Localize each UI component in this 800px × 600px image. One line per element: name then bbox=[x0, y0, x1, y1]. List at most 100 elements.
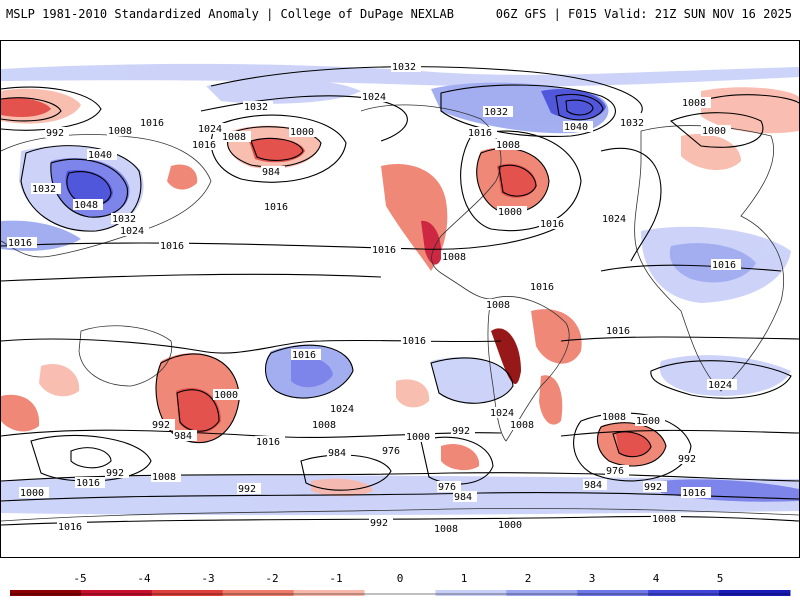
continent-outlines bbox=[1, 104, 799, 522]
isobar bbox=[565, 99, 594, 116]
anomaly-region bbox=[497, 163, 537, 198]
negative-anomaly-shading bbox=[1, 87, 799, 497]
isobar-label: 984 bbox=[174, 431, 192, 442]
anomaly-region bbox=[431, 357, 513, 404]
isobar-label: 1032 bbox=[112, 214, 136, 225]
isobar-label: 1024 bbox=[708, 380, 732, 391]
isobar-label: 1016 bbox=[712, 260, 736, 271]
colorbar-segment bbox=[577, 590, 614, 596]
isobar-label: 1016 bbox=[292, 350, 316, 361]
colorbar-svg bbox=[10, 590, 791, 596]
isobar-label: 984 bbox=[328, 448, 346, 459]
isobar bbox=[573, 412, 692, 482]
isobar-label: 984 bbox=[262, 167, 280, 178]
isobar-label: 1024 bbox=[120, 226, 144, 237]
colorbar-tick-label: -2 bbox=[265, 572, 279, 585]
colorbar-tick-label: 5 bbox=[716, 572, 724, 585]
isobar-label: 1008 bbox=[442, 252, 466, 263]
colorbar-tick-label: 1 bbox=[460, 572, 468, 585]
isobar-label: 1024 bbox=[362, 92, 386, 103]
isobar bbox=[555, 93, 604, 121]
colorbar-segment bbox=[222, 590, 259, 596]
colorbar-segment bbox=[506, 590, 543, 596]
isobar-label: 1008 bbox=[486, 300, 510, 311]
isobar-label: 1016 bbox=[606, 326, 630, 337]
isobar-label: 1032 bbox=[620, 118, 644, 129]
isobar bbox=[1, 472, 799, 482]
anomaly-region bbox=[291, 356, 333, 388]
australia-outline bbox=[78, 325, 173, 387]
europe-africa-outline bbox=[634, 125, 784, 392]
isobar-label: 992 bbox=[452, 426, 470, 437]
anomaly-region bbox=[541, 88, 606, 120]
anomaly-region bbox=[491, 328, 521, 384]
isobar-label: 1000 bbox=[702, 126, 726, 137]
anomaly-region bbox=[176, 387, 221, 433]
isobar-label: 1032 bbox=[392, 62, 416, 73]
colorbar-tick-label: 3 bbox=[588, 572, 596, 585]
south-america-outline bbox=[487, 296, 570, 442]
colorbar-segment bbox=[683, 590, 720, 596]
isobar bbox=[430, 357, 514, 404]
isobar-label: 1008 bbox=[602, 412, 626, 423]
isobar-label: 1000 bbox=[498, 207, 522, 218]
isobar bbox=[50, 158, 129, 218]
anomaly-region bbox=[39, 363, 80, 397]
isobar-label: 1008 bbox=[108, 126, 132, 137]
colorbar-segment bbox=[541, 590, 578, 596]
isobar bbox=[476, 147, 550, 214]
anomaly-region bbox=[1, 63, 799, 87]
colorbar-segment bbox=[80, 590, 117, 596]
isobar bbox=[1, 97, 62, 122]
colorbar-segment bbox=[116, 590, 153, 596]
colorbar-segment bbox=[151, 590, 188, 596]
isobar-label: 1016 bbox=[264, 202, 288, 213]
colorbar-segment bbox=[187, 590, 224, 596]
colorbar-tick-label: -1 bbox=[329, 572, 343, 585]
anomaly-region bbox=[311, 478, 373, 497]
colorbar-segment bbox=[612, 590, 649, 596]
isobar bbox=[30, 434, 152, 482]
isobar-label: 1008 bbox=[222, 132, 246, 143]
colorbar-tick-label: 0 bbox=[396, 572, 404, 585]
isobar bbox=[70, 447, 112, 469]
isobar bbox=[612, 431, 652, 458]
isobar-label: 984 bbox=[584, 480, 602, 491]
colorbar-segment bbox=[719, 590, 756, 596]
isobar-label: 1048 bbox=[74, 200, 98, 211]
colorbar-tick-label: -4 bbox=[137, 572, 151, 585]
anomaly-region bbox=[539, 375, 563, 425]
isobar-label-layer: 1032 1032 1024 1032 1040 1032 1008 1000 … bbox=[7, 61, 741, 535]
colorbar-segment bbox=[329, 590, 366, 596]
anomaly-region bbox=[441, 443, 480, 471]
isobar bbox=[1, 515, 799, 526]
colorbar-tick-label: 4 bbox=[652, 572, 660, 585]
isobar-label: 1016 bbox=[160, 241, 184, 252]
isobar-label: 1000 bbox=[20, 488, 44, 499]
isobar-label: 1016 bbox=[256, 437, 280, 448]
isobar-label: 1016 bbox=[58, 522, 82, 533]
isobar-label: 1016 bbox=[530, 282, 554, 293]
north-america-outline bbox=[360, 104, 502, 300]
anomaly-region bbox=[421, 220, 442, 265]
isobar-label: 1000 bbox=[214, 390, 238, 401]
asia-outline bbox=[1, 134, 212, 258]
isobar bbox=[210, 114, 347, 183]
pressure-anomaly-map: 1032 1032 1024 1032 1040 1032 1008 1000 … bbox=[0, 40, 800, 558]
anomaly-region bbox=[249, 138, 305, 163]
isobar-label: 1016 bbox=[372, 245, 396, 256]
isobar bbox=[265, 344, 354, 399]
colorbar-segment bbox=[45, 590, 82, 596]
isobar-label: 1008 bbox=[312, 420, 336, 431]
isobar-label: 976 bbox=[606, 466, 624, 477]
isobar-label: 1024 bbox=[330, 404, 354, 415]
isobar-label: 1000 bbox=[290, 127, 314, 138]
isobar-label: 1040 bbox=[88, 150, 112, 161]
isobar bbox=[227, 126, 322, 168]
anomaly-colorbar: -5 -4 -3 -2 -1 0 1 2 3 4 5 bbox=[0, 570, 800, 600]
isobar-label: 1008 bbox=[152, 472, 176, 483]
isobar bbox=[600, 147, 662, 262]
colorbar-tick-label: 2 bbox=[524, 572, 532, 585]
isobar-label: 1008 bbox=[652, 514, 676, 525]
isobar-label: 1016 bbox=[140, 118, 164, 129]
